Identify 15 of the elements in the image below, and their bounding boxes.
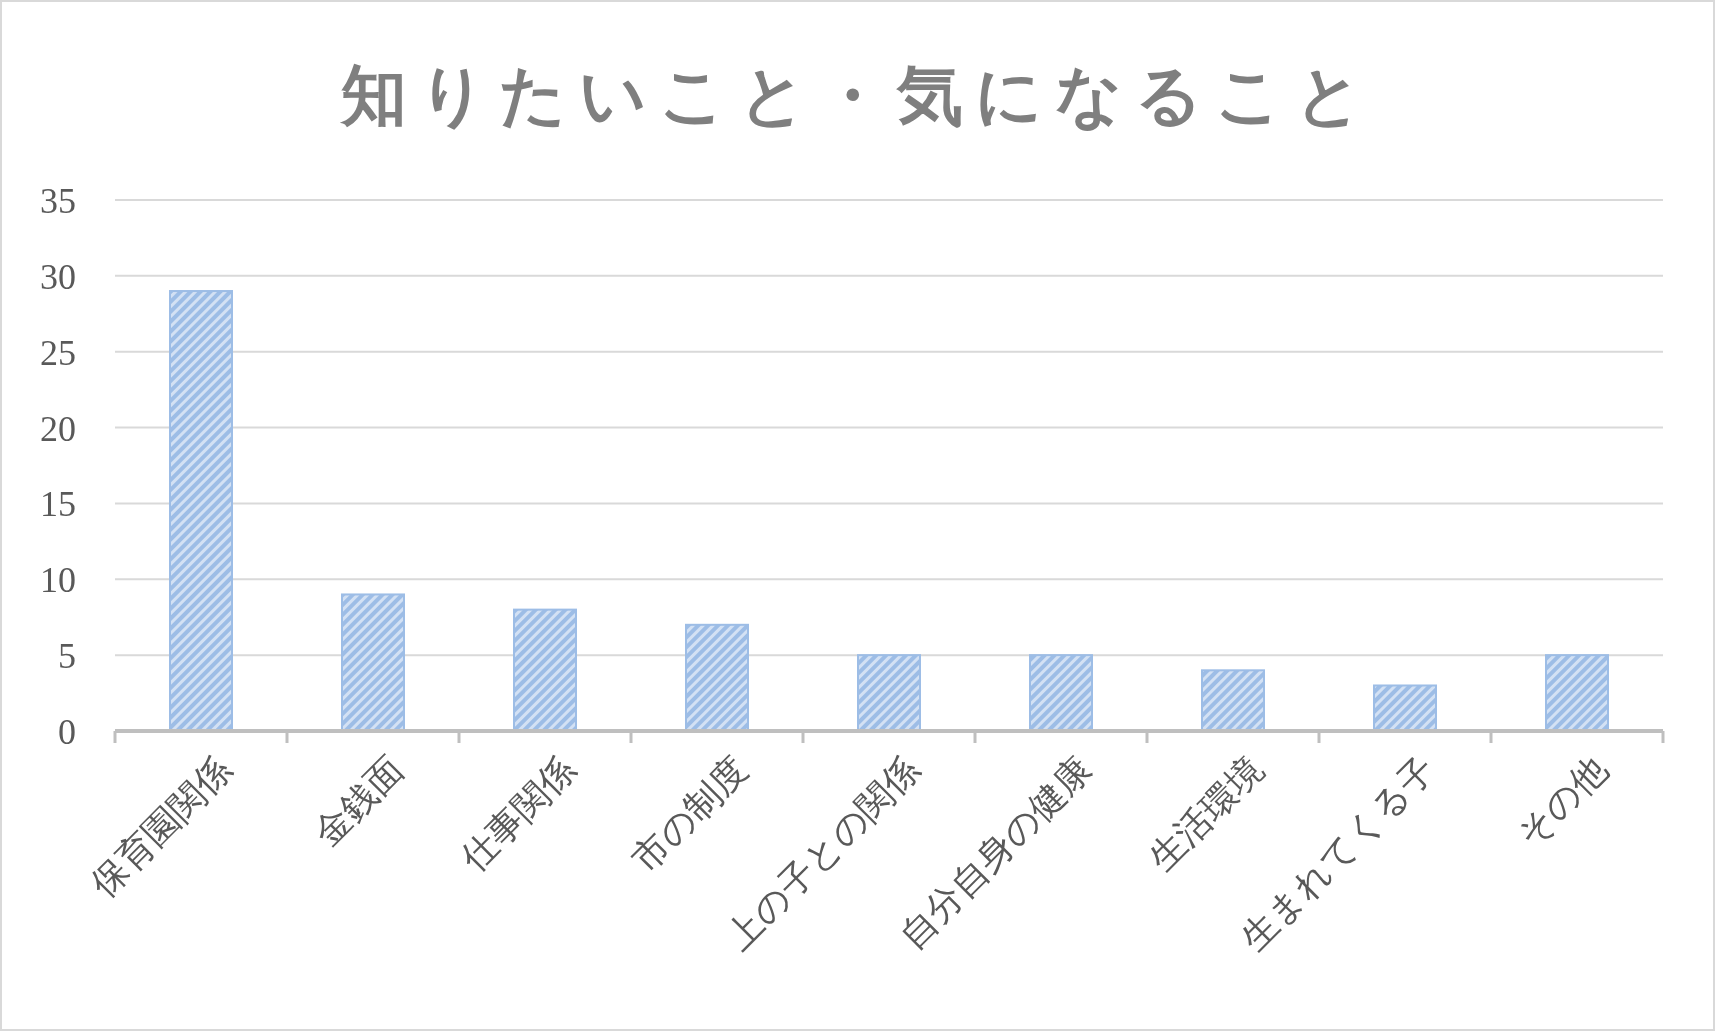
x-tick-label: 金銭面 xyxy=(305,748,412,854)
y-tick-label: 0 xyxy=(58,712,76,752)
x-tick-label: 保育園関係 xyxy=(83,748,240,905)
y-tick-label: 25 xyxy=(40,332,76,373)
x-tick-label: 仕事関係 xyxy=(451,748,584,880)
y-tick-label: 10 xyxy=(40,560,76,601)
x-tick-label: その他 xyxy=(1508,748,1616,856)
y-tick-label: 20 xyxy=(40,408,76,449)
y-tick-label: 30 xyxy=(40,256,76,297)
y-tick-label: 35 xyxy=(40,181,76,221)
y-tick-label: 15 xyxy=(40,484,76,525)
chart-title: 知りたいこと・気になること xyxy=(338,57,1375,134)
y-tick-label: 5 xyxy=(58,636,76,677)
x-tick-label: 生活環境 xyxy=(1140,748,1272,880)
x-tick-label: 市の制度 xyxy=(623,748,756,880)
